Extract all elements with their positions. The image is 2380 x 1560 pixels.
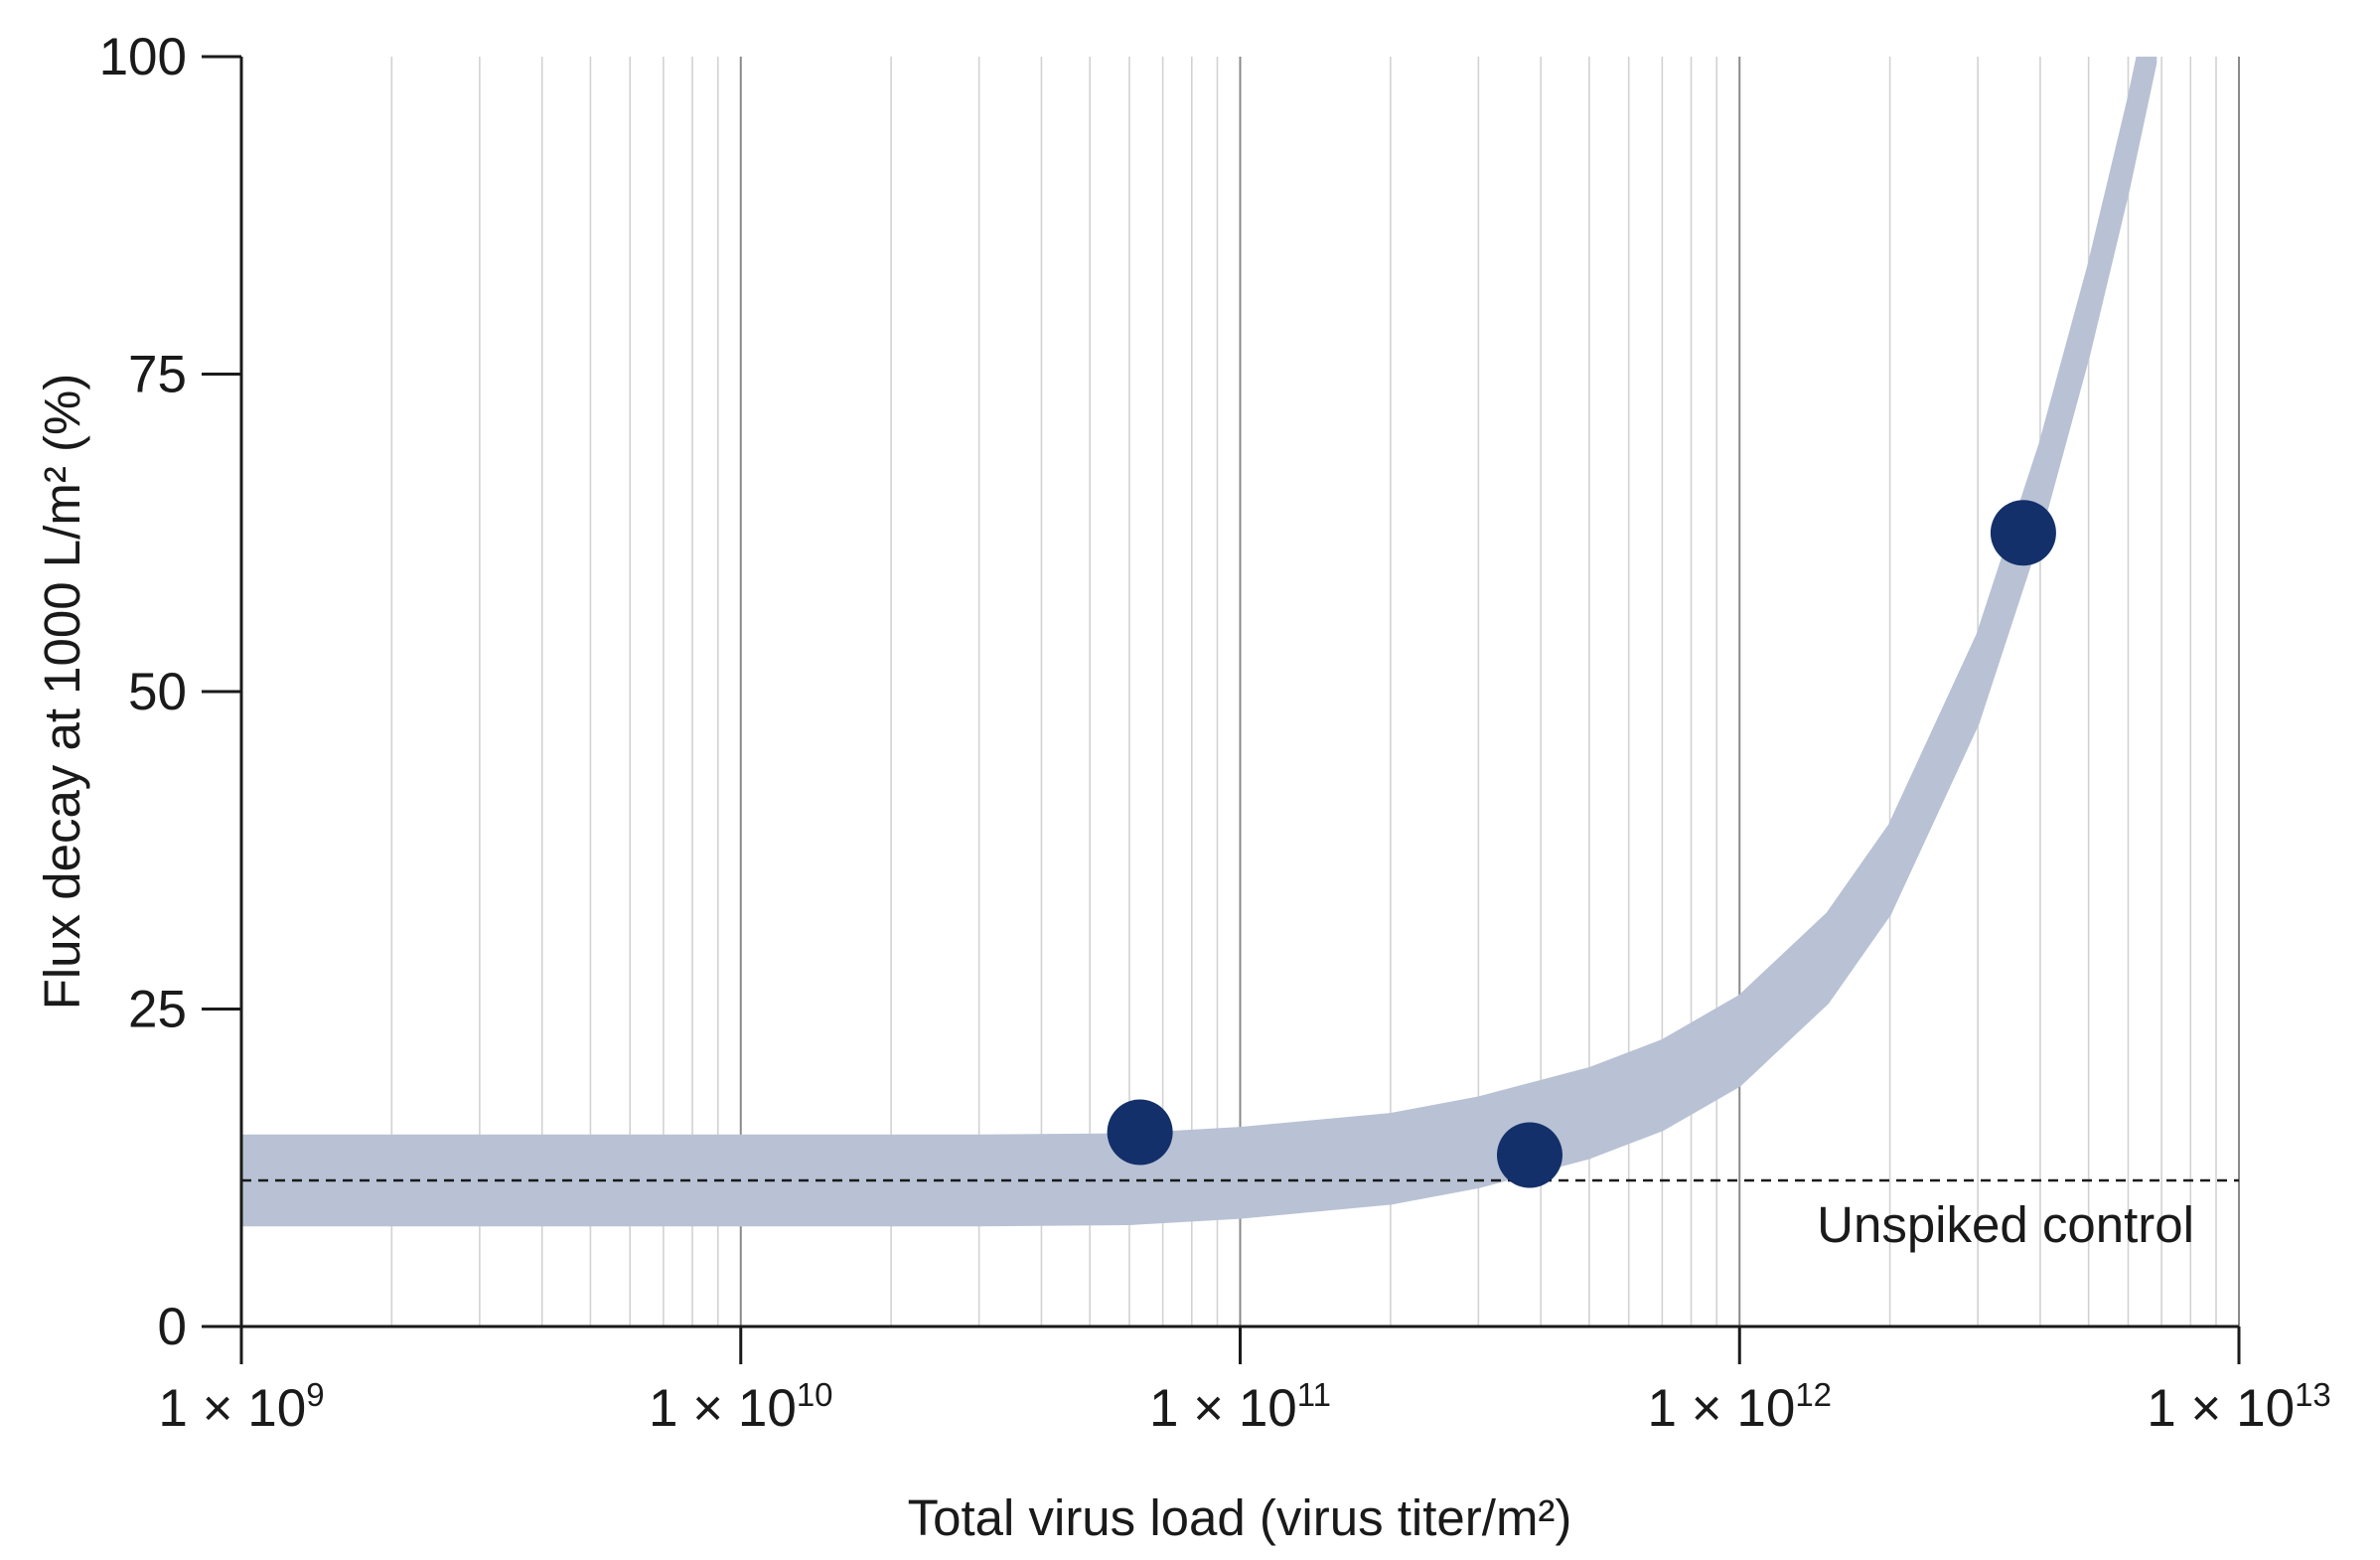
y-tick-label: 50 (128, 663, 187, 721)
data-point (1496, 1122, 1562, 1188)
y-tick-label: 100 (99, 28, 187, 86)
major-grid (739, 57, 2240, 1326)
y-axis-ticks: 0 25 50 75 100 (99, 28, 241, 1356)
x-tick-label: 1 × 1012 (1647, 1376, 1832, 1438)
y-tick-label: 0 (158, 1298, 187, 1356)
trend-band (241, 57, 2157, 1227)
x-tick-label: 1 × 1011 (1149, 1376, 1331, 1438)
y-tick-label: 25 (128, 981, 187, 1039)
data-point (1990, 500, 2056, 566)
y-axis-title: Flux decay at 1000 L/m² (%) (34, 374, 90, 1011)
y-tick-label: 75 (128, 346, 187, 404)
data-points (1107, 500, 2056, 1188)
x-tick-label: 1 × 109 (158, 1376, 324, 1438)
x-axis-title: Total virus load (virus titer/m²) (908, 1489, 1572, 1546)
x-axis-ticks: 1 × 109 1 × 1010 1 × 1011 1 × 1012 1 × 1013 (158, 1326, 2331, 1438)
data-point (1107, 1099, 1173, 1166)
control-line-label: Unspiked control (1817, 1196, 2194, 1253)
x-tick-label: 1 × 1013 (2147, 1376, 2331, 1438)
x-tick-label: 1 × 1010 (649, 1376, 833, 1438)
